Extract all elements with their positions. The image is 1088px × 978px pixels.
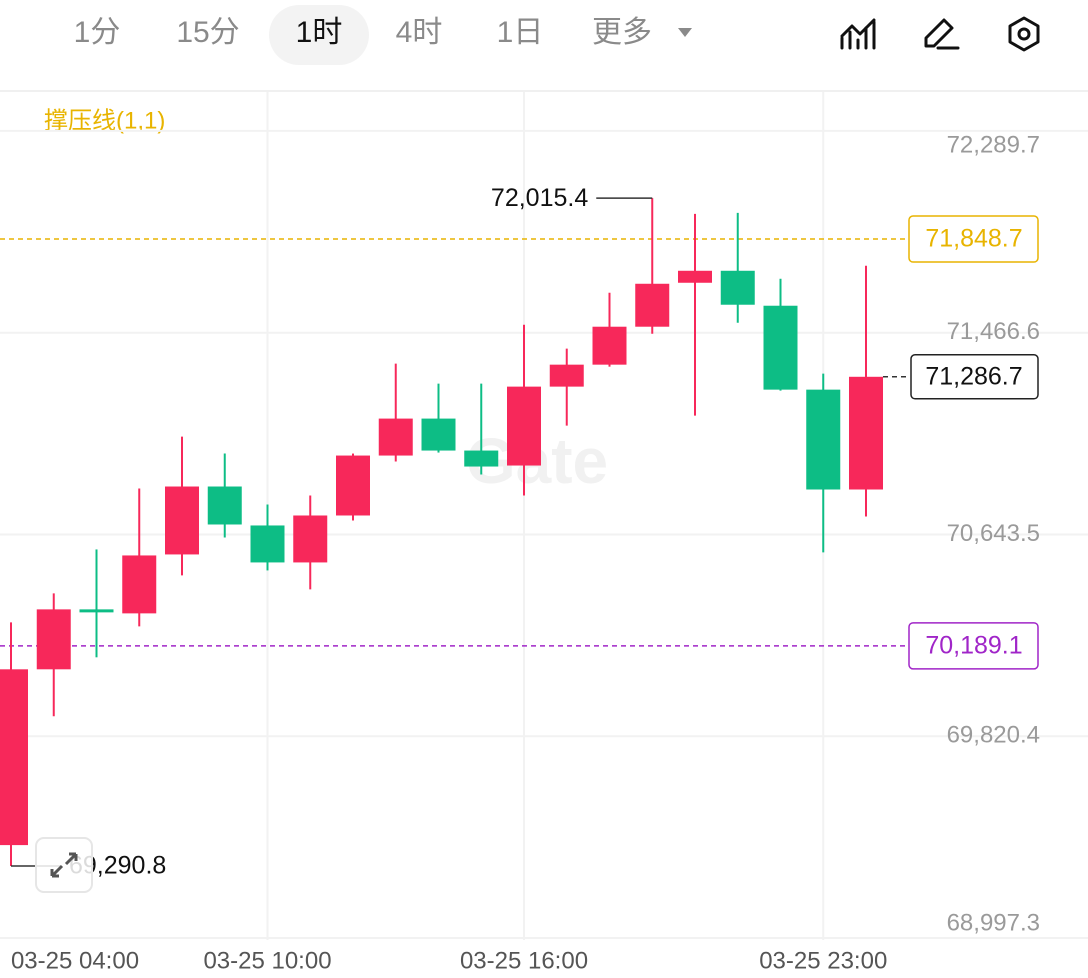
x-tick-label: 03-25 10:00: [203, 947, 331, 974]
candle-body: [678, 270, 712, 283]
candle-body: [763, 305, 798, 390]
candle-body: [549, 364, 584, 387]
timeframe-tab[interactable]: 1分: [74, 16, 121, 49]
icon-bars: [840, 20, 876, 50]
candle-body: [165, 486, 199, 555]
toolbar: 1分 15分 1时 4时 1日 更多: [0, 5, 1088, 92]
x-tick-label: 03-25 23:00: [759, 947, 887, 974]
candle-body: [592, 326, 627, 365]
last-price-label: 71,286.7: [925, 362, 1022, 390]
x-tick-label: 03-25 04:00: [11, 947, 139, 974]
icon-pencil: [924, 18, 954, 48]
candle-body: [421, 418, 456, 451]
candle-body: [207, 486, 242, 525]
labels: 72,289.7 71,466.6 70,643.5 69,820.4 68,997.3…: [11, 131, 1040, 974]
level-box: [908, 622, 1039, 670]
button-frame: [35, 837, 93, 893]
indicator-icon[interactable]: [840, 18, 876, 50]
last-price-box: [910, 354, 1039, 400]
timeframe-tab[interactable]: 15分: [176, 16, 239, 49]
y-tick-label: 68,997.3: [947, 909, 1040, 936]
candle-body: [806, 389, 841, 490]
icon-line: [840, 18, 876, 38]
y-tick-label: 72,289.7: [947, 131, 1040, 158]
timeframe-tab[interactable]: 1时: [296, 16, 343, 49]
dropdown-arrow: [678, 28, 692, 37]
indicator-label: 撑压线(1,1): [44, 107, 165, 134]
settings-icon[interactable]: [1008, 16, 1040, 52]
candles: [0, 198, 883, 867]
candle-body: [122, 555, 157, 614]
level-label: 70,189.1: [925, 631, 1022, 659]
candle-body: [464, 450, 499, 467]
candle-body: [507, 386, 541, 466]
icon-circle: [1017, 27, 1031, 41]
candle-body: [0, 669, 28, 846]
candle-body: [720, 270, 755, 305]
candle-body: [378, 418, 413, 456]
candle-body: [79, 609, 114, 613]
y-tick-label: 69,820.4: [947, 722, 1040, 749]
timeframe-tab[interactable]: 4时: [396, 16, 443, 49]
timeframe-tab[interactable]: 1日: [497, 16, 544, 49]
level-label: 71,848.7: [925, 225, 1022, 253]
draw-icon[interactable]: [924, 18, 960, 50]
annotation-label: 72,015.4: [491, 184, 588, 212]
y-tick-label: 70,643.5: [947, 520, 1040, 547]
candle-body: [293, 515, 328, 563]
level-box: [908, 215, 1039, 263]
timeframe-tab[interactable]: 更多: [592, 16, 652, 49]
y-tick-label: 71,466.6: [947, 318, 1040, 345]
x-tick-label: 03-25 16:00: [460, 947, 588, 974]
expand-icon: [50, 852, 78, 878]
active-tab-bg: [269, 5, 369, 65]
candle-body: [849, 376, 883, 490]
candle-body: [36, 609, 71, 670]
icon-hexagon: [1008, 16, 1040, 52]
levels: [0, 238, 910, 647]
candle-body: [250, 525, 285, 563]
candle-body: [635, 283, 670, 327]
candle-body: [336, 455, 370, 516]
expand-button[interactable]: [35, 837, 93, 893]
